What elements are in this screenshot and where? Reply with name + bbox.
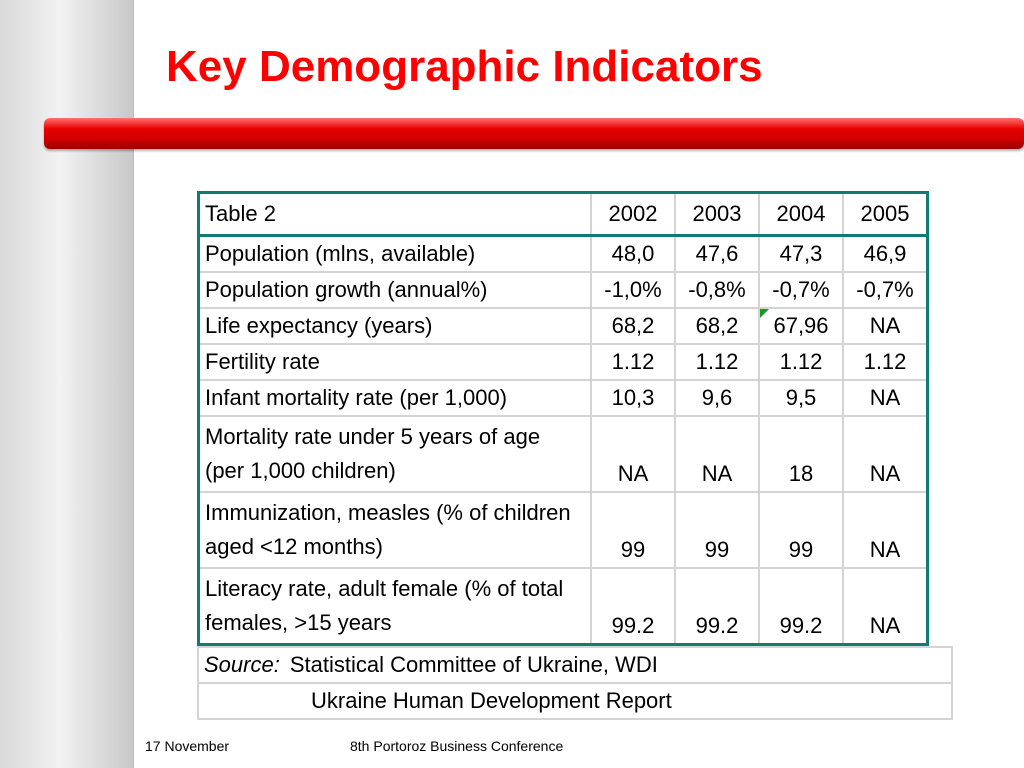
row-label: Population (mlns, available) bbox=[197, 234, 592, 273]
table-cell: 99.2 bbox=[758, 567, 844, 646]
table-cell: 68,2 bbox=[590, 307, 676, 345]
source-row: Ukraine Human Development Report bbox=[197, 682, 953, 720]
demographic-table: Table 2 2002 2003 2004 2005 Population (… bbox=[197, 191, 929, 646]
table-cell: 46,9 bbox=[842, 234, 929, 273]
row-label: Population growth (annual%) bbox=[197, 271, 592, 309]
table-cell: 47,6 bbox=[674, 234, 760, 273]
table-cell: 99 bbox=[590, 491, 676, 569]
year-header: 2002 bbox=[590, 191, 676, 237]
table-row: Population growth (annual%) -1,0% -0,8% … bbox=[197, 271, 929, 309]
table-cell: -0,7% bbox=[842, 271, 929, 309]
table-cell: 1.12 bbox=[590, 343, 676, 381]
year-header: 2005 bbox=[842, 191, 929, 237]
source-cell: Ukraine Human Development Report bbox=[197, 682, 953, 720]
table-cell-commented: 67,96 bbox=[758, 307, 844, 345]
footer-conference: 8th Portoroz Business Conference bbox=[350, 738, 564, 754]
table-cell: 18 bbox=[758, 415, 844, 493]
footer-date: 17 November bbox=[145, 738, 230, 754]
table-cell: 48,0 bbox=[590, 234, 676, 273]
table-row: Fertility rate 1.12 1.12 1.12 1.12 bbox=[197, 343, 929, 381]
table-cell: 1.12 bbox=[842, 343, 929, 381]
table-cell: NA bbox=[842, 491, 929, 569]
row-label: Fertility rate bbox=[197, 343, 592, 381]
table-cell: NA bbox=[842, 379, 929, 417]
table-row: Infant mortality rate (per 1,000) 10,3 9… bbox=[197, 379, 929, 417]
table-cell: 1.12 bbox=[674, 343, 760, 381]
table-cell: 1.12 bbox=[758, 343, 844, 381]
row-label: Immunization, measles (% of children age… bbox=[197, 491, 592, 569]
table-cell: NA bbox=[842, 307, 929, 345]
table-cell: NA bbox=[842, 415, 929, 493]
table-cell: 99 bbox=[758, 491, 844, 569]
row-label: Life expectancy (years) bbox=[197, 307, 592, 345]
source-cell: Source: Statistical Committee of Ukraine,… bbox=[197, 646, 953, 684]
table-cell: NA bbox=[590, 415, 676, 493]
table-cell: NA bbox=[674, 415, 760, 493]
table-cell: 10,3 bbox=[590, 379, 676, 417]
table-cell: NA bbox=[842, 567, 929, 646]
source-label: Source: bbox=[204, 652, 280, 677]
table-header-row: Table 2 2002 2003 2004 2005 bbox=[197, 191, 929, 237]
row-label: Literacy rate, adult female (% of total … bbox=[197, 567, 592, 646]
title-underline-bar bbox=[44, 118, 1024, 149]
table-cell: -0,7% bbox=[758, 271, 844, 309]
table-container: Table 2 2002 2003 2004 2005 Population (… bbox=[197, 191, 953, 720]
slide-title: Key Demographic Indicators bbox=[166, 42, 763, 91]
source-text: Ukraine Human Development Report bbox=[311, 688, 672, 713]
table-cell: 47,3 bbox=[758, 234, 844, 273]
table-cell: 68,2 bbox=[674, 307, 760, 345]
table-cell: -0,8% bbox=[674, 271, 760, 309]
table-cell: 99.2 bbox=[674, 567, 760, 646]
table-row: Life expectancy (years) 68,2 68,2 67,96 … bbox=[197, 307, 929, 345]
table-row: Immunization, measles (% of children age… bbox=[197, 491, 929, 569]
table-row: Mortality rate under 5 years of age (per… bbox=[197, 415, 929, 493]
table-cell: 99 bbox=[674, 491, 760, 569]
row-label: Infant mortality rate (per 1,000) bbox=[197, 379, 592, 417]
table-caption: Table 2 bbox=[197, 191, 592, 237]
row-label: Mortality rate under 5 years of age (per… bbox=[197, 415, 592, 493]
table-cell: 9,5 bbox=[758, 379, 844, 417]
table-cell: -1,0% bbox=[590, 271, 676, 309]
table-cell: 99.2 bbox=[590, 567, 676, 646]
source-row: Source: Statistical Committee of Ukraine,… bbox=[197, 646, 953, 684]
table-row: Population (mlns, available) 48,0 47,6 4… bbox=[197, 234, 929, 273]
source-text: Statistical Committee of Ukraine, WDI bbox=[289, 652, 658, 677]
table-cell: 9,6 bbox=[674, 379, 760, 417]
year-header: 2003 bbox=[674, 191, 760, 237]
year-header: 2004 bbox=[758, 191, 844, 237]
left-decor-band bbox=[0, 0, 134, 768]
source-table: Source: Statistical Committee of Ukraine,… bbox=[197, 646, 953, 720]
table-row: Literacy rate, adult female (% of total … bbox=[197, 567, 929, 646]
